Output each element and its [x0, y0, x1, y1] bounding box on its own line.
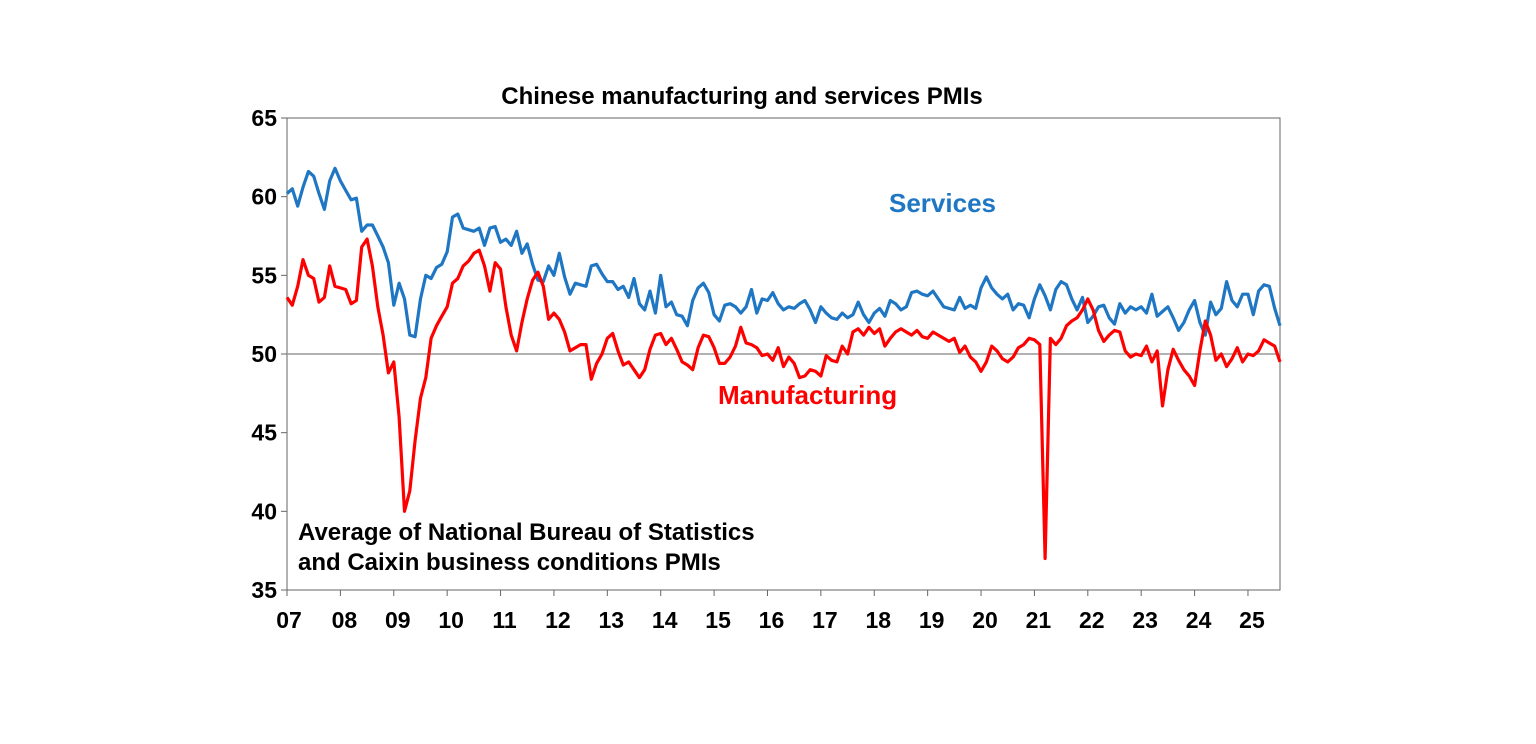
x-tick-label: 24 [1186, 607, 1212, 633]
x-tick-label: 20 [972, 607, 998, 633]
x-tick-label: 25 [1239, 607, 1265, 633]
y-axis-ticks: 35 40 45 50 55 60 65 [251, 105, 287, 603]
x-tick-label: 15 [705, 607, 731, 633]
y-tick-label: 60 [251, 184, 277, 210]
x-tick-label: 21 [1026, 607, 1052, 633]
x-tick-label: 23 [1132, 607, 1158, 633]
x-tick-label: 11 [492, 607, 517, 633]
y-tick-label: 65 [251, 105, 277, 131]
chart-title: Chinese manufacturing and services PMIs [501, 83, 983, 110]
x-tick-label: 16 [759, 607, 785, 633]
x-tick-label: 19 [919, 607, 945, 633]
series-line-manufacturing [285, 237, 1282, 561]
x-tick-label: 14 [652, 607, 678, 633]
x-tick-label: 12 [545, 607, 571, 633]
note-line-1: Average of National Bureau of Statistics [298, 519, 755, 546]
note-line-2: and Caixin business conditions PMIs [298, 549, 721, 576]
x-tick-label: 18 [865, 607, 891, 633]
x-tick-label: 13 [599, 607, 625, 633]
y-tick-label: 55 [251, 262, 277, 288]
x-tick-label: 09 [385, 607, 411, 633]
x-tick-label: 17 [812, 607, 838, 633]
x-tick-label: 08 [332, 607, 358, 633]
x-tick-label: 10 [438, 607, 464, 633]
y-tick-label: 35 [251, 577, 277, 603]
series-lines [285, 166, 1282, 561]
y-tick-label: 45 [251, 420, 277, 446]
y-tick-label: 40 [251, 498, 277, 524]
series-line-services [285, 166, 1282, 339]
x-tick-label: 07 [276, 607, 302, 633]
x-axis-ticks: 07 08 09 10 11 12 13 14 15 16 17 18 19 20 21 22 23 24 25 [276, 590, 1265, 633]
x-tick-label: 22 [1079, 607, 1105, 633]
series-label-manufacturing: Manufacturing [718, 380, 897, 410]
series-label-services: Services [889, 188, 996, 218]
y-tick-label: 50 [251, 341, 277, 367]
